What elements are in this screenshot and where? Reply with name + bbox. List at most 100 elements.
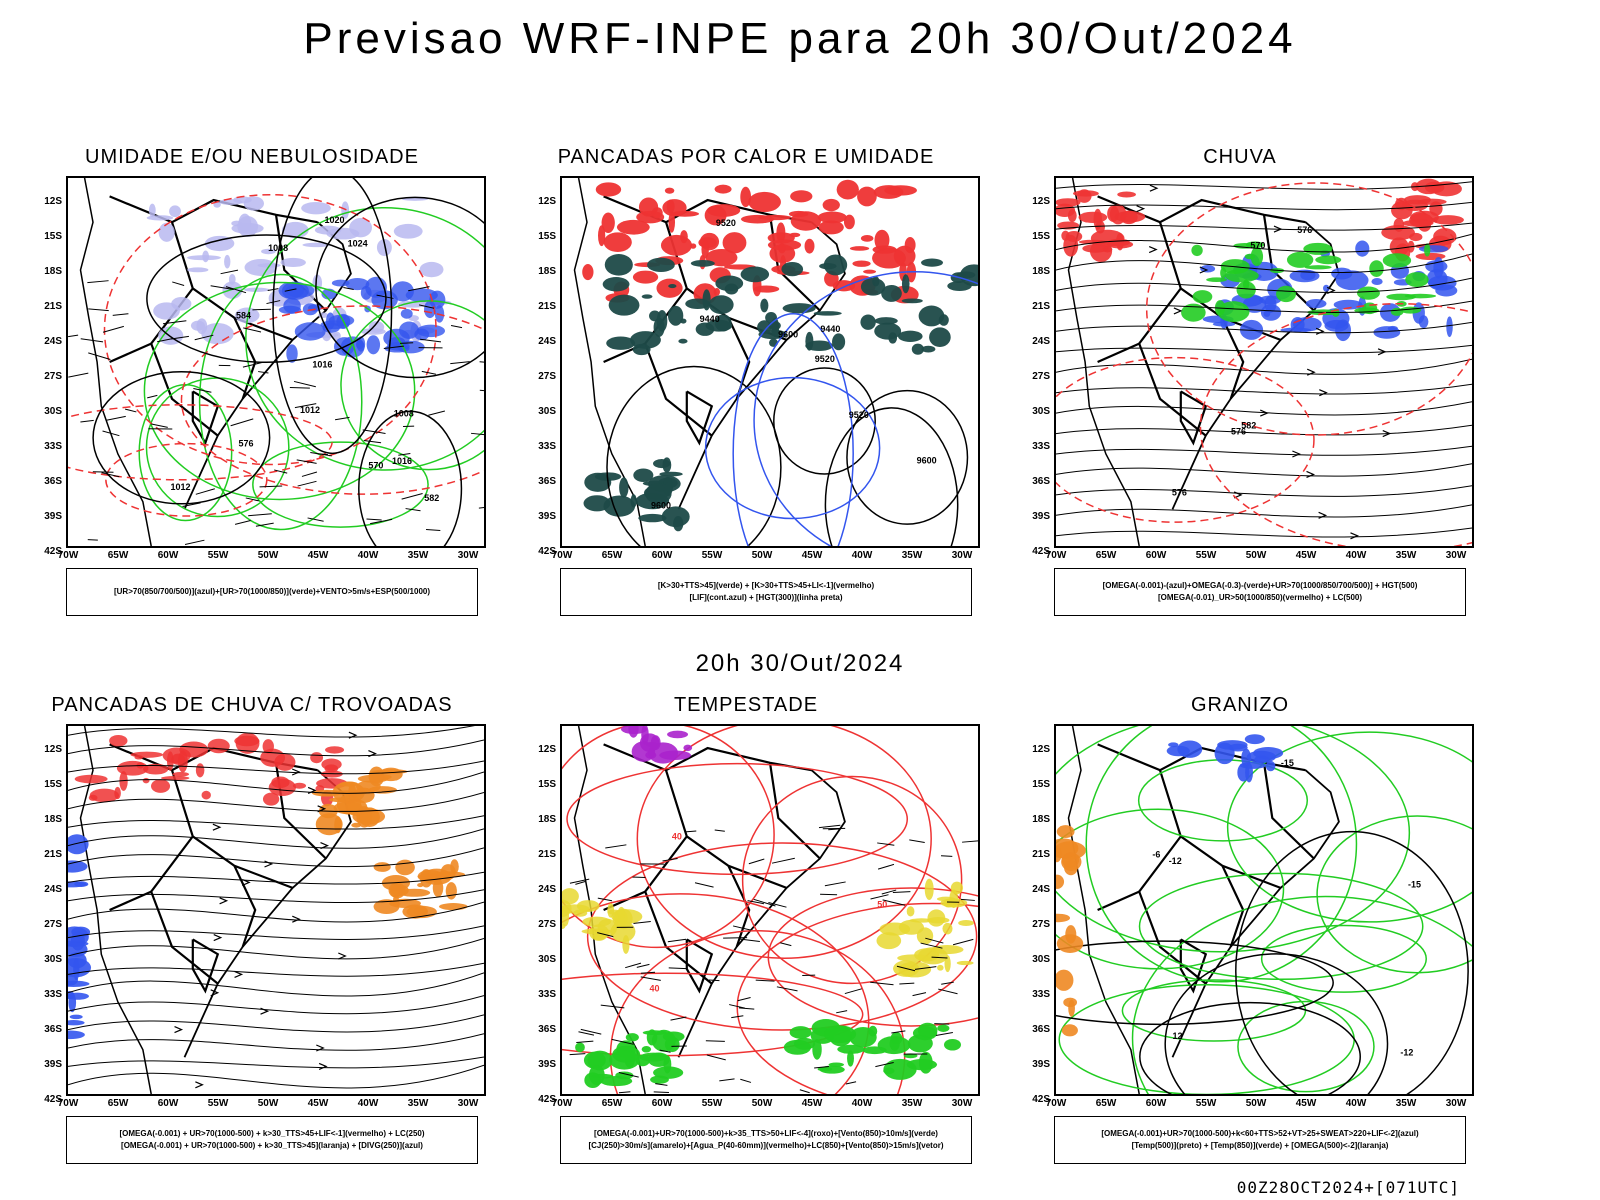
wind-vector xyxy=(182,502,201,508)
country-border xyxy=(1179,938,1208,994)
shaded-area xyxy=(1402,219,1434,227)
map-frame: 576 582 576 576 570 xyxy=(1054,176,1474,548)
shaded-area xyxy=(1065,925,1077,944)
wind-vector xyxy=(102,325,124,333)
shaded-area xyxy=(1418,245,1449,253)
latitude-label: 18S xyxy=(538,814,556,825)
country-border xyxy=(685,938,714,994)
streamline-arrow xyxy=(1377,348,1387,356)
streamline xyxy=(68,925,484,940)
contour-label: 9520 xyxy=(849,410,869,420)
shaded-area xyxy=(956,960,974,966)
shaded-area xyxy=(414,328,430,341)
wind-vector xyxy=(157,337,174,343)
wind-vector xyxy=(668,967,687,970)
shaded-area xyxy=(315,813,343,836)
shaded-area xyxy=(424,300,436,319)
wind-vector xyxy=(633,920,651,924)
shaded-area xyxy=(234,735,260,747)
shaded-area xyxy=(608,294,640,316)
wind-vector xyxy=(428,410,445,416)
wind-vector xyxy=(659,1049,671,1053)
shaded-area xyxy=(668,284,677,289)
latitude-label: 15S xyxy=(538,779,556,790)
shaded-area xyxy=(911,343,924,355)
latitude-label: 18S xyxy=(44,266,62,277)
shaded-area xyxy=(355,340,364,349)
shaded-area xyxy=(1357,286,1380,300)
shaded-area xyxy=(187,267,209,273)
shaded-area xyxy=(1390,307,1404,316)
contour-label: 1008 xyxy=(394,408,414,418)
contour-label: 9520 xyxy=(815,354,835,364)
contour-line xyxy=(1131,895,1472,1094)
wind-vector xyxy=(870,894,889,900)
wind-vector xyxy=(920,942,943,949)
streamline xyxy=(1056,424,1472,436)
coastline-east xyxy=(183,221,352,510)
wind-vector xyxy=(343,287,354,290)
shaded-area xyxy=(950,881,964,895)
shaded-area xyxy=(606,336,636,350)
coastline-east xyxy=(677,769,846,1058)
streamline-arrow xyxy=(1233,491,1243,499)
shaded-area xyxy=(1286,251,1314,268)
latitude-label: 42S xyxy=(538,1094,556,1105)
shaded-area xyxy=(68,941,88,957)
latitude-label: 33S xyxy=(538,989,556,1000)
shaded-area xyxy=(635,1054,650,1067)
streamline xyxy=(68,901,484,923)
shaded-area xyxy=(822,198,840,212)
wind-vector xyxy=(844,988,862,995)
shaded-area xyxy=(68,992,89,1000)
streamline-arrow xyxy=(1319,389,1328,397)
wind-vector xyxy=(220,269,239,275)
shaded-area xyxy=(1214,742,1235,765)
longitude-label: 60W xyxy=(651,550,673,561)
shaded-area xyxy=(584,472,612,492)
shaded-area xyxy=(445,882,457,900)
wind-vector xyxy=(738,938,760,943)
shaded-area xyxy=(1220,267,1227,279)
shaded-area xyxy=(576,900,600,912)
shaded-area xyxy=(813,311,842,316)
wind-vector xyxy=(362,429,386,434)
streamline xyxy=(1056,504,1472,518)
wind-vector xyxy=(625,962,642,969)
shaded-area xyxy=(769,338,778,347)
shaded-area xyxy=(1077,189,1092,203)
streamline-arrow xyxy=(1173,307,1183,315)
panel-legend: [OMEGA(-0.001)+UR>70(1000-500)+k<60+TTS>… xyxy=(1054,1116,1466,1164)
contour-line xyxy=(103,193,437,466)
forecast-panel-1: UMIDADE E/OU NEBULOSIDADE 1012 1008 1016 101… xyxy=(32,146,486,566)
longitude-label: 70W xyxy=(1045,1098,1067,1109)
wind-vector xyxy=(450,325,463,329)
wind-vector xyxy=(685,830,697,833)
longitude-label: 50W xyxy=(751,550,773,561)
latitude-label: 42S xyxy=(44,546,62,557)
shaded-area xyxy=(603,232,632,253)
legend-line: [LIF](cont.azul) + [HGT(300)](linha pret… xyxy=(689,593,843,602)
forecast-panel-6: GRANIZO -6 12 -15 -12 -15 -12 12S 15S 18S 21S 24S 27… xyxy=(1020,694,1474,1114)
shaded-area xyxy=(376,239,392,257)
wind-vector xyxy=(818,824,841,829)
shaded-area xyxy=(201,322,234,345)
run-footer: 00Z28OCT2024+[071UTC] xyxy=(1236,1178,1460,1197)
panel-legend: [OMEGA(-0.001)-(azul)+OMEGA(-0.3)-(verde… xyxy=(1054,568,1466,616)
contour-line xyxy=(1137,759,1309,842)
longitude-label: 40W xyxy=(1345,1098,1367,1109)
shaded-area xyxy=(301,201,331,215)
panel-legend: [K>30+TTS>45](verde) + [K>30+TTS>45+LI<-… xyxy=(560,568,972,616)
streamline-arrow xyxy=(316,1044,325,1052)
legend-line: [OMEGA(-0.001)+UR>70(1000-500)+k>35_TTS>… xyxy=(594,1129,938,1138)
longitude-label: 35W xyxy=(901,550,923,561)
wind-vector xyxy=(575,881,586,885)
streamline xyxy=(68,847,484,867)
shaded-area xyxy=(860,314,876,330)
weather-map: 9600 9600 9520 9440 9520 9440 9520 9600 xyxy=(573,178,978,546)
latitude-label: 21S xyxy=(1032,849,1050,860)
contour-label: 576 xyxy=(1297,225,1312,235)
shaded-area xyxy=(368,770,384,784)
wind-vector xyxy=(640,976,661,981)
shaded-area xyxy=(849,246,870,251)
